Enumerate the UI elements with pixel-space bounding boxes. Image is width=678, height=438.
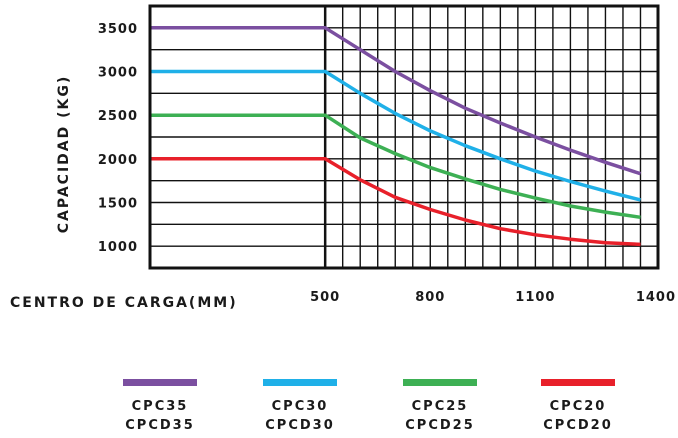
x-axis-title: CENTRO DE CARGA(MM) xyxy=(10,295,238,311)
series-lines xyxy=(150,26,642,247)
y-axis-title: CAPACIDAD (KG) xyxy=(56,75,72,234)
legend-label: CPC30 xyxy=(272,399,329,414)
legend-label: CPCD25 xyxy=(405,418,475,433)
y-tick-label: 1500 xyxy=(98,197,138,212)
legend-swatch xyxy=(541,379,615,386)
y-tick-labels: 3500 3000 2500 2000 1500 1000 xyxy=(98,22,138,255)
y-tick-label: 3000 xyxy=(98,66,138,81)
legend-label: CPCD35 xyxy=(125,418,195,433)
y-tick-label: 2500 xyxy=(98,109,138,124)
legend-item: CPC35 CPCD35 xyxy=(123,379,197,433)
legend-label: CPC20 xyxy=(550,399,607,414)
series-line-cpc20 xyxy=(150,157,641,247)
series-line-cpc25 xyxy=(150,113,641,220)
legend-item: CPC30 CPCD30 xyxy=(263,379,337,433)
y-tick-label: 3500 xyxy=(98,22,138,37)
plot-frame xyxy=(148,4,660,270)
series-line-cpc35 xyxy=(150,26,642,176)
x-tick-label: 1400 xyxy=(636,290,676,305)
x-tick-labels: 500 800 1100 1400 xyxy=(310,290,676,305)
legend-item: CPC20 CPCD20 xyxy=(541,379,615,433)
series-line-cpc30 xyxy=(150,69,641,202)
legend-label: CPC25 xyxy=(412,399,469,414)
legend-swatch xyxy=(403,379,477,386)
y-tick-label: 2000 xyxy=(98,153,138,168)
legend-label: CPC35 xyxy=(132,399,189,414)
legend-swatch xyxy=(123,379,197,386)
legend-swatch xyxy=(263,379,337,386)
x-tick-label: 800 xyxy=(415,290,445,305)
legend-label: CPCD30 xyxy=(265,418,335,433)
legend-item: CPC25 CPCD25 xyxy=(403,379,477,433)
x-tick-label: 500 xyxy=(310,290,340,305)
y-tick-label: 1000 xyxy=(98,240,138,255)
legend: CPC35CPCD35CPC30CPCD30CPC25CPCD25CPC20CP… xyxy=(123,379,615,433)
grid-lines xyxy=(150,6,658,268)
x-tick-label: 1100 xyxy=(515,290,555,305)
legend-label: CPCD20 xyxy=(543,418,613,433)
